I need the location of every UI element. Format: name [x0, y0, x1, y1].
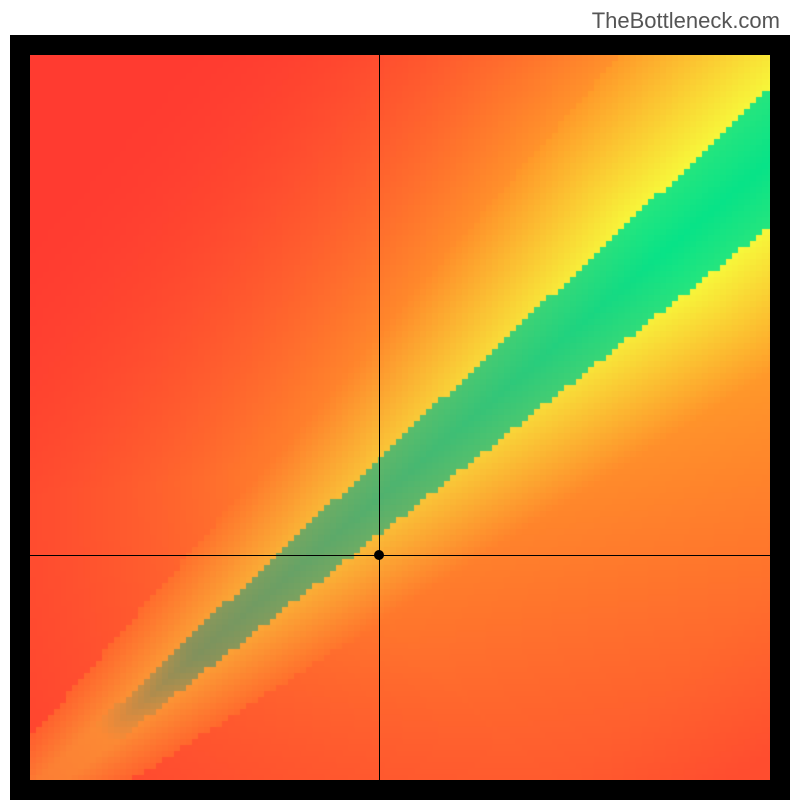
- crosshair-horizontal: [30, 555, 770, 556]
- watermark-text: TheBottleneck.com: [592, 8, 780, 34]
- chart-frame: [10, 35, 790, 800]
- crosshair-marker: [374, 550, 384, 560]
- crosshair-vertical: [379, 55, 380, 780]
- chart-inner: [30, 55, 770, 780]
- chart-container: TheBottleneck.com: [0, 0, 800, 800]
- heatmap-canvas: [30, 55, 770, 780]
